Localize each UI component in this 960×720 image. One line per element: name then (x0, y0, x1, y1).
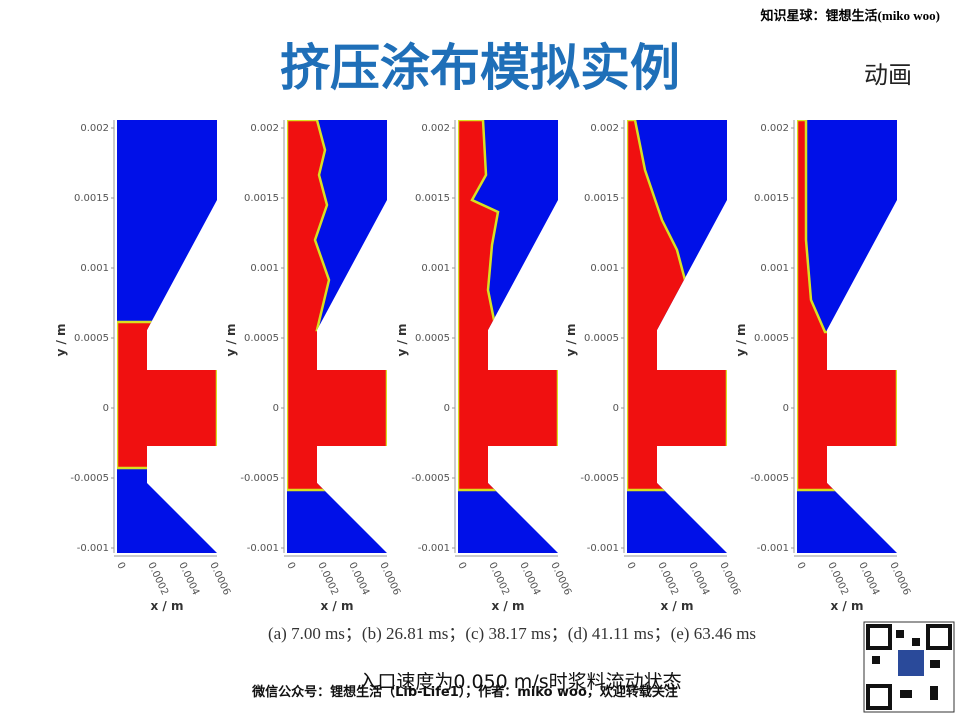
y-tick-label: 0.001 (421, 263, 450, 274)
y-tick-label: -0.0005 (750, 473, 789, 484)
x-tick-label: 0.0002 (825, 561, 850, 597)
y-tick-label: 0.0015 (74, 193, 109, 204)
slurry-red (797, 120, 897, 492)
y-tick-label: 0.0005 (754, 333, 789, 344)
panel: 0.002 0.0015 0.001 0.0005 0 -0.0005 -0.001 0 0.0… (224, 120, 402, 613)
x-label: x / m (151, 599, 184, 613)
caption: (a) 7.00 ms；(b) 26.81 ms；(c) 38.17 ms；(d… (268, 624, 756, 643)
x-tick-label: 0 (455, 561, 468, 571)
x-label: x / m (321, 599, 354, 613)
x-tick-label: 0 (624, 561, 637, 571)
x-tick-label: 0.0004 (686, 561, 711, 597)
y-tick-label: 0.001 (80, 263, 109, 274)
x-tick-label: 0.0006 (887, 561, 912, 597)
y-tick-label: 0.002 (421, 123, 450, 134)
y-tick-label: 0.002 (760, 123, 789, 134)
x-tick-label: 0.0002 (655, 561, 680, 597)
y-tick-label: -0.0005 (70, 473, 109, 484)
y-tick-label: 0.0005 (415, 333, 450, 344)
y-label: y / m (564, 323, 578, 356)
y-tick-label: 0.0015 (754, 193, 789, 204)
subtitle: 入口速度为0.050 m/s时浆料流动状态 (358, 671, 681, 693)
y-tick-label: 0 (783, 403, 789, 414)
y-tick-label: 0.001 (760, 263, 789, 274)
slurry-red (117, 320, 217, 470)
y-tick-label: 0.0005 (74, 333, 109, 344)
x-tick-label: 0.0006 (207, 561, 232, 597)
y-tick-label: 0.001 (590, 263, 619, 274)
y-tick-label: 0.002 (80, 123, 109, 134)
panel: 0.002 0.0015 0.001 0.0005 0 -0.0005 -0.001 0 0.0… (734, 120, 912, 613)
y-tick-label: 0.001 (250, 263, 279, 274)
tag: 动画 (864, 61, 912, 89)
footer: 微信公众号：锂想生活（Lib-Life1），作者：miko woo，欢迎转载关注 (251, 684, 678, 700)
y-label: y / m (395, 323, 409, 356)
x-tick-label: 0.0002 (486, 561, 511, 597)
y-tick-label: -0.001 (757, 543, 789, 554)
y-tick-label: -0.001 (587, 543, 619, 554)
watermark: 知识星球：锂想生活(miko woo) (761, 8, 940, 23)
y-label: y / m (54, 323, 68, 356)
x-label: x / m (492, 599, 525, 613)
y-tick-label: 0 (444, 403, 450, 414)
y-tick-label: 0 (273, 403, 279, 414)
y-tick-label: 0 (613, 403, 619, 414)
y-tick-label: -0.0005 (240, 473, 279, 484)
x-label: x / m (661, 599, 694, 613)
y-tick-label: 0.0015 (415, 193, 450, 204)
y-tick-label: 0.0005 (584, 333, 619, 344)
x-tick-label: 0 (794, 561, 807, 571)
y-tick-label: 0 (103, 403, 109, 414)
y-tick-label: 0.0015 (584, 193, 619, 204)
y-label: y / m (734, 323, 748, 356)
panel: 0.002 0.0015 0.001 0.0005 0 -0.0005 -0.001 0 0.0… (395, 120, 573, 613)
title: 挤压涂布模拟实例 (280, 39, 680, 97)
x-tick-label: 0.0006 (717, 561, 742, 597)
y-tick-label: 0.0005 (244, 333, 279, 344)
y-tick-label: -0.001 (77, 543, 109, 554)
x-tick-label: 0.0002 (315, 561, 340, 597)
x-label: x / m (831, 599, 864, 613)
y-tick-label: 0.002 (590, 123, 619, 134)
qr-code (863, 621, 955, 713)
x-tick-label: 0.0002 (145, 561, 170, 597)
y-tick-label: 0.002 (250, 123, 279, 134)
y-label: y / m (224, 323, 238, 356)
x-tick-label: 0.0004 (517, 561, 542, 597)
panel: 0.002 0.0015 0.001 0.0005 0 -0.0005 -0.001 0 0.0… (54, 120, 232, 613)
y-tick-label: -0.001 (247, 543, 279, 554)
x-tick-label: 0.0006 (548, 561, 573, 597)
y-tick-label: -0.001 (418, 543, 450, 554)
x-tick-label: 0.0004 (346, 561, 371, 597)
x-tick-label: 0 (114, 561, 127, 571)
panel: 0.002 0.0015 0.001 0.0005 0 -0.0005 -0.001 0 0.0… (564, 120, 742, 613)
y-tick-label: -0.0005 (411, 473, 450, 484)
x-tick-label: 0.0006 (377, 561, 402, 597)
x-tick-label: 0.0004 (856, 561, 881, 597)
x-tick-label: 0 (284, 561, 297, 571)
y-tick-label: -0.0005 (580, 473, 619, 484)
x-tick-label: 0.0004 (176, 561, 201, 597)
y-tick-label: 0.0015 (244, 193, 279, 204)
